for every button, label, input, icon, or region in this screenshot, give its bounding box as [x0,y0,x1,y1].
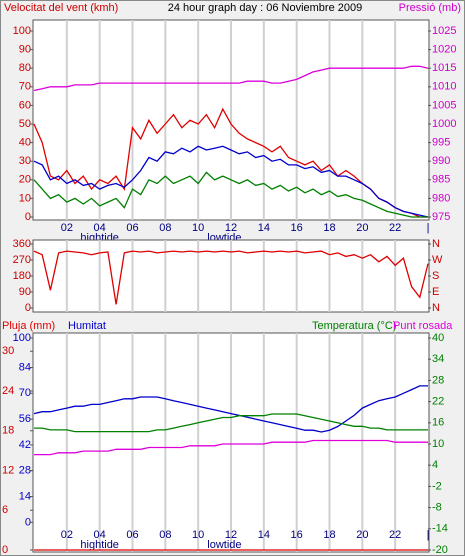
annotation: hightide [80,539,119,551]
y3-tick-label: 30 [2,345,14,357]
y2-tick-label: N [432,238,440,250]
y-tick-label: 70 [19,81,31,93]
x-tick-label: 14 [258,529,270,541]
y-tick-label: 360 [13,238,31,250]
x-tick-label: 22 [389,222,401,234]
y-tick-label: 100 [13,332,31,344]
x-tick-label: 18 [323,222,335,234]
y2-tick-label: 1000 [432,118,456,130]
y-tick-label: 20 [19,174,31,186]
y2-tick-label: -20 [432,544,448,556]
y3-tick-label: 24 [2,385,14,397]
annotation: lowtide [207,539,241,551]
x-tick-label: 08 [159,529,171,541]
y-tick-label: 270 [13,254,31,266]
y2-tick-label: 16 [432,417,444,429]
series-line [34,439,428,456]
y2-tick-label: 1020 [432,44,456,56]
legend-entry: Punt rosada [393,320,453,332]
y-tick-label: 40 [19,137,31,149]
y2-tick-label: 10 [432,438,444,450]
axis-label: Velocitat del vent (kmh) [4,2,118,14]
x-tick-label: 02 [61,529,73,541]
y-tick-label: 70 [19,387,31,399]
y-tick-label: 0 [25,302,31,314]
y2-tick-label: 975 [432,211,450,223]
y-tick-label: 42 [19,439,31,451]
x-tick-label: 06 [126,529,138,541]
y2-tick-label: 995 [432,137,450,149]
y2-tick-label: -14 [432,523,448,535]
y-tick-label: 80 [19,62,31,74]
series-line [33,145,429,218]
y3-tick-label: 12 [2,464,14,476]
y2-tick-label: 4 [432,459,438,471]
y-tick-label: 0 [25,211,31,223]
y-tick-label: 0 [25,516,31,528]
y2-tick-label: 28 [432,374,444,386]
y-tick-label: 90 [19,44,31,56]
y-tick-label: 60 [19,99,31,111]
y3-tick-label: 6 [2,504,8,516]
y-tick-label: 28 [19,465,31,477]
x-tick-label: 20 [356,222,368,234]
y-tick-label: 180 [13,270,31,282]
y-tick-label: 100 [13,25,31,37]
x-tick-label: 04 [94,529,106,541]
x-tick-label: 16 [291,222,303,234]
y2-tick-label: N [432,302,440,314]
series-line [33,65,429,92]
x-tick-label: 04 [94,222,106,234]
series-line [34,413,428,433]
y2-tick-label: 985 [432,174,450,186]
axis-label: Pressió (mb) [399,2,461,14]
series-line [33,171,428,218]
x-tick-label: 12 [225,222,237,234]
y2-tick-label: 1010 [432,81,456,93]
x-tick-label: 18 [323,529,335,541]
y2-tick-label: W [432,254,443,266]
chart-title: 24 hour graph day : 06 Noviembre 2009 [168,2,362,14]
y2-tick-label: S [432,270,439,282]
x-tick-label: 10 [192,529,204,541]
x-tick-label: 20 [356,529,368,541]
y2-tick-label: 1005 [432,99,456,111]
y2-tick-label: 1025 [432,25,456,37]
x-tick-label: 02 [61,222,73,234]
x-tick-label: 22 [389,529,401,541]
y2-tick-label: 34 [432,353,444,365]
legend-entry: Pluja (mm) [2,320,55,332]
y-tick-label: 84 [19,361,31,373]
y2-tick-label: 1015 [432,62,456,74]
y3-tick-label: 0 [2,544,8,556]
x-tick-label: | [427,222,430,234]
y2-tick-label: 40 [432,332,444,344]
y2-tick-label: -2 [432,480,442,492]
y2-tick-label: 22 [432,396,444,408]
y-tick-label: 10 [19,192,31,204]
x-tick-label: 10 [192,222,204,234]
legend-entry: Temperatura (°C) [312,320,396,332]
series-line [33,250,429,305]
y2-tick-label: 990 [432,155,450,167]
x-tick-label: | [427,529,430,541]
x-tick-label: 14 [258,222,270,234]
x-tick-label: 12 [225,529,237,541]
y-tick-label: 50 [19,118,31,130]
y2-tick-label: -8 [432,502,442,514]
x-tick-label: 08 [159,222,171,234]
x-tick-label: 06 [126,222,138,234]
x-tick-label: 16 [291,529,303,541]
y3-tick-label: 18 [2,425,14,437]
y-tick-label: 14 [19,490,31,502]
y-tick-label: 90 [19,286,31,298]
series-line [33,385,428,433]
y2-tick-label: 980 [432,192,450,204]
legend-entry: Humitat [68,320,106,332]
y-tick-label: 56 [19,413,31,425]
y2-tick-label: E [432,286,439,298]
y-tick-label: 30 [19,155,31,167]
